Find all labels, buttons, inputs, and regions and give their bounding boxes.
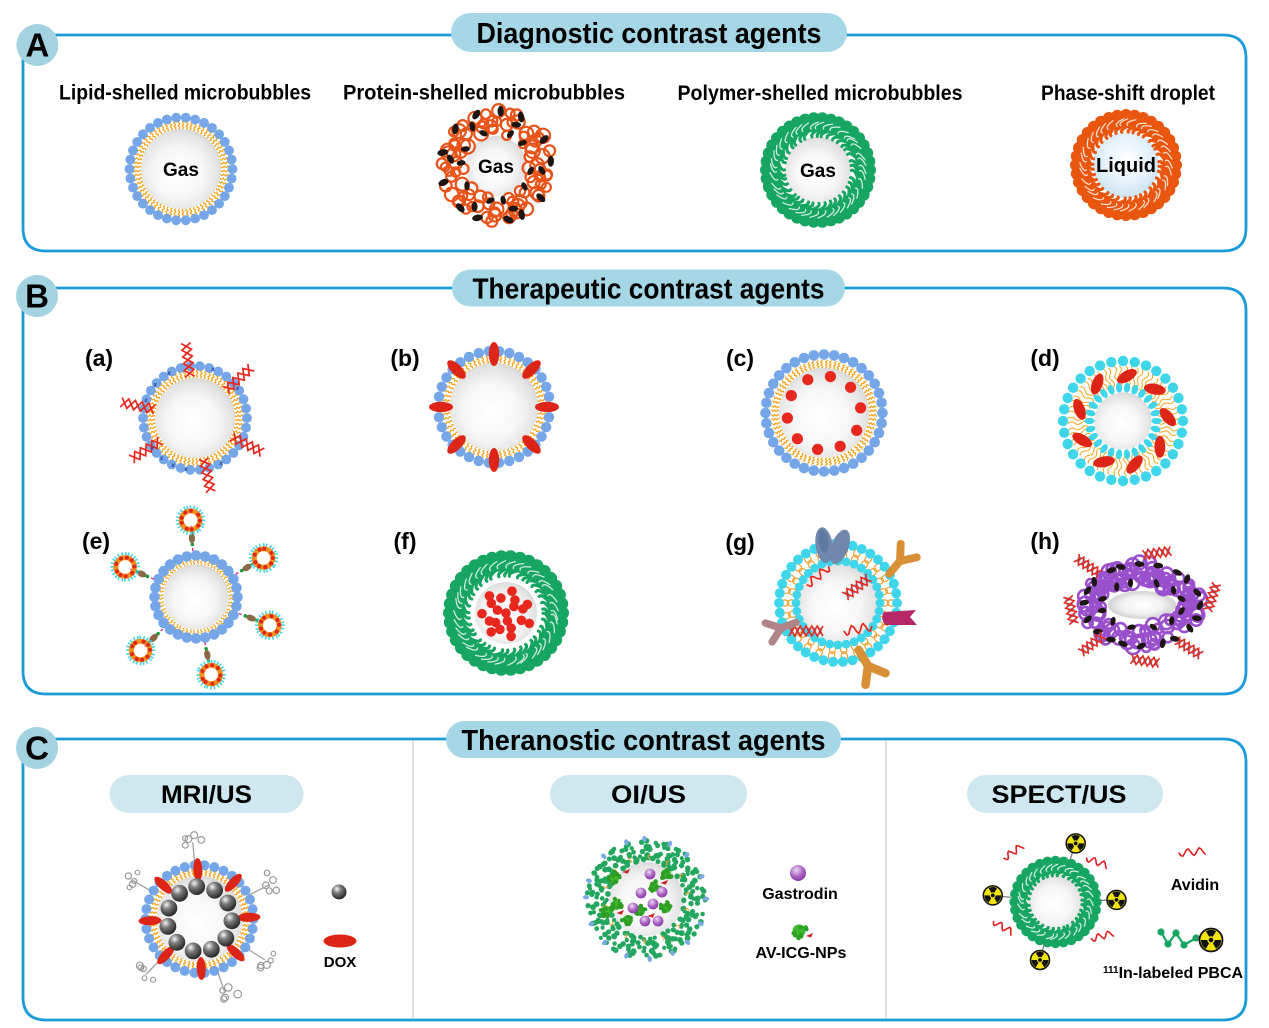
svg-text:Lipid-shelled microbubbles: Lipid-shelled microbubbles [59, 82, 311, 105]
svg-text:(e): (e) [82, 528, 110, 554]
svg-text:Polymer-shelled microbubbles: Polymer-shelled microbubbles [678, 82, 963, 105]
svg-text:111In-labeled PBCA: 111In-labeled PBCA [1103, 965, 1244, 982]
svg-text:C: C [25, 730, 49, 767]
svg-text:Gas: Gas [163, 160, 199, 181]
svg-text:(d): (d) [1030, 345, 1059, 371]
svg-text:Diagnostic contrast agents: Diagnostic contrast agents [477, 18, 822, 50]
svg-text:Therapeutic contrast agents: Therapeutic contrast agents [473, 274, 825, 306]
svg-text:x: x [143, 398, 148, 404]
svg-text:OI/US: OI/US [611, 781, 686, 809]
svg-text:x: x [153, 383, 158, 389]
svg-text:Gas: Gas [800, 161, 836, 182]
svg-text:Gas: Gas [478, 157, 514, 178]
svg-text:DOX: DOX [324, 954, 357, 971]
svg-text:x: x [183, 467, 188, 473]
svg-text:(f): (f) [394, 528, 417, 554]
svg-text:Phase-shift droplet: Phase-shift droplet [1041, 82, 1215, 105]
svg-text:SPECT/US: SPECT/US [992, 781, 1127, 809]
svg-text:MRI/US: MRI/US [161, 781, 252, 809]
svg-text:(c): (c) [726, 345, 754, 371]
svg-text:x: x [235, 386, 240, 392]
svg-text:Liquid: Liquid [1096, 155, 1156, 177]
svg-text:B: B [25, 278, 49, 315]
svg-text:x: x [218, 461, 223, 467]
svg-text:Gastrodin: Gastrodin [762, 886, 838, 903]
svg-text:(h): (h) [1030, 528, 1059, 554]
svg-text:(g): (g) [725, 529, 754, 555]
svg-text:x: x [170, 463, 175, 469]
svg-text:x: x [159, 456, 164, 462]
svg-text:x: x [210, 367, 215, 373]
svg-text:A: A [25, 27, 49, 64]
svg-text:x: x [166, 371, 171, 377]
svg-text:Avidin: Avidin [1171, 877, 1219, 894]
svg-text:x: x [150, 446, 155, 452]
svg-text:(b): (b) [390, 345, 419, 371]
svg-text:Theranostic contrast agents: Theranostic contrast agents [462, 725, 826, 757]
svg-text:Protein-shelled microbubbles: Protein-shelled microbubbles [343, 82, 625, 105]
svg-text:(a): (a) [85, 345, 113, 371]
svg-text:AV-ICG-NPs: AV-ICG-NPs [756, 945, 847, 962]
